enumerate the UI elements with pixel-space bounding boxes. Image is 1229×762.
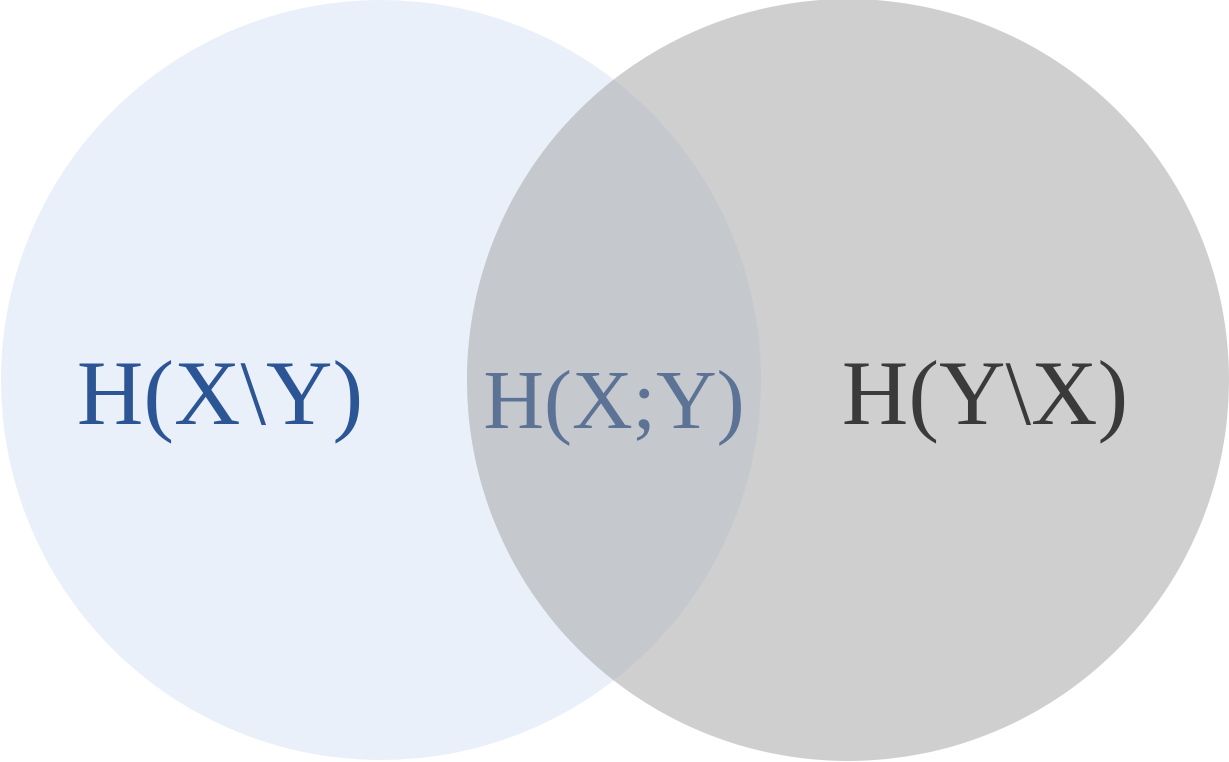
- left-set-label: H(X\Y): [77, 342, 363, 444]
- intersection-region: [467, 0, 761, 760]
- intersection-label: H(X;Y): [483, 354, 744, 447]
- right-set-label: H(Y\X): [842, 342, 1128, 444]
